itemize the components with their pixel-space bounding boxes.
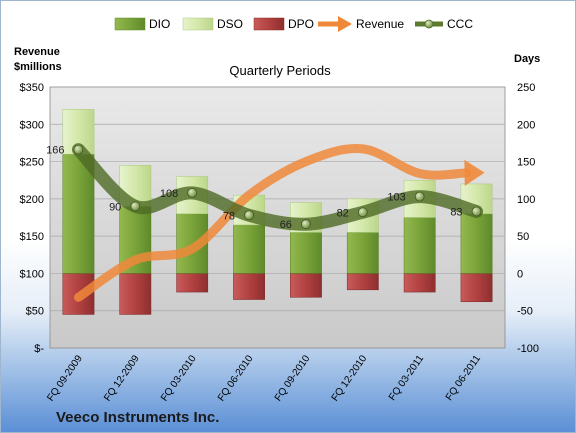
legend-swatch-dio bbox=[114, 17, 146, 31]
legend: DIO DSO DPO Revenue CCC bbox=[114, 16, 473, 32]
dio-bar bbox=[62, 153, 95, 274]
legend-label-dso: DSO bbox=[217, 17, 243, 31]
left-tick-label: $50 bbox=[26, 306, 44, 318]
legend-label-dpo: DPO bbox=[288, 17, 314, 31]
left-axis: $- $50 $100 $150 $200 $250 $300 $350 bbox=[20, 82, 45, 355]
ccc-point bbox=[244, 210, 254, 221]
legend-arrow-revenue-icon bbox=[318, 16, 352, 32]
dio-bar bbox=[346, 232, 379, 274]
ccc-point bbox=[187, 187, 198, 198]
left-tick-label: $250 bbox=[20, 157, 44, 169]
legend-label-dio: DIO bbox=[149, 17, 170, 31]
x-tick-label: FQ 09-2010 bbox=[273, 353, 313, 403]
right-tick-label: 0 bbox=[517, 268, 523, 280]
dio-bar bbox=[290, 232, 322, 274]
right-axis-title: Days bbox=[514, 53, 540, 65]
company-name: Veeco Instruments Inc. bbox=[56, 409, 219, 426]
x-tick-label: FQ 03-2011 bbox=[387, 353, 426, 403]
legend-swatch-dso bbox=[182, 17, 214, 31]
ccc-data-label: 90 bbox=[109, 201, 121, 213]
x-tick-label: FQ 06-2011 bbox=[444, 353, 483, 403]
legend-label-ccc: CCC bbox=[447, 17, 473, 31]
revenue-line bbox=[73, 144, 472, 302]
dio-bar bbox=[460, 213, 493, 274]
revenue-series bbox=[73, 144, 485, 302]
ccc-data-label: 166 bbox=[46, 145, 64, 157]
right-tick-label: 200 bbox=[517, 119, 535, 131]
chart-title: Quarterly Periods bbox=[229, 63, 331, 78]
ccc-point bbox=[414, 191, 425, 202]
ccc-point bbox=[73, 144, 84, 155]
x-tick-label: FQ 12-2009 bbox=[102, 353, 142, 403]
right-tick-label: 250 bbox=[517, 82, 535, 94]
revenue-arrowhead bbox=[464, 159, 485, 186]
left-axis-title-line2: $millions bbox=[14, 61, 62, 73]
ccc-point bbox=[130, 201, 141, 212]
dpo-bar bbox=[176, 273, 209, 293]
right-tick-label: -100 bbox=[517, 343, 539, 355]
legend-label-revenue: Revenue bbox=[356, 17, 404, 31]
dpo-bar bbox=[346, 273, 379, 291]
ccc-series: 166 90 108 78 66 82 103 83 bbox=[46, 143, 484, 231]
left-axis-title-line1: Revenue bbox=[14, 46, 60, 58]
ccc-point bbox=[471, 206, 482, 217]
ccc-data-label: 66 bbox=[280, 219, 292, 231]
right-tick-label: 50 bbox=[517, 231, 529, 243]
ccc-data-label: 103 bbox=[387, 192, 405, 204]
ccc-data-label: 78 bbox=[223, 210, 235, 222]
right-tick-label: -50 bbox=[517, 306, 533, 318]
x-tick-label: FQ 09-2009 bbox=[45, 353, 85, 403]
left-tick-label: $- bbox=[34, 343, 44, 355]
x-tick-label: FQ 06-2010 bbox=[216, 353, 256, 403]
x-tick-label: FQ 12-2010 bbox=[330, 353, 370, 403]
dio-bar bbox=[233, 224, 265, 274]
dpo-bar bbox=[403, 273, 436, 293]
right-tick-label: 100 bbox=[517, 194, 535, 206]
right-axis: -100 -50 0 50 100 150 200 250 bbox=[517, 82, 539, 355]
dpo-bar bbox=[233, 273, 265, 300]
left-tick-label: $350 bbox=[20, 82, 44, 94]
ccc-point bbox=[357, 207, 368, 218]
left-tick-label: $200 bbox=[20, 194, 44, 206]
ccc-data-label: 108 bbox=[160, 188, 178, 200]
legend-line-ccc-icon bbox=[415, 19, 443, 29]
dpo-bar bbox=[460, 273, 493, 303]
x-axis: FQ 09-2009 FQ 12-2009 FQ 03-2010 FQ 06-2010… bbox=[45, 353, 483, 403]
ccc-data-label: 83 bbox=[450, 207, 462, 219]
dpo-bar bbox=[119, 273, 152, 315]
legend-swatch-dpo bbox=[253, 17, 285, 31]
left-tick-label: $100 bbox=[20, 268, 44, 280]
ccc-point bbox=[301, 219, 311, 230]
left-tick-label: $150 bbox=[20, 231, 44, 243]
ccc-data-label: 82 bbox=[337, 207, 349, 219]
dpo-bar bbox=[290, 273, 322, 298]
dio-bar bbox=[403, 217, 436, 274]
x-tick-label: FQ 03-2010 bbox=[159, 353, 199, 403]
left-tick-label: $300 bbox=[20, 119, 44, 131]
right-tick-label: 150 bbox=[517, 157, 535, 169]
